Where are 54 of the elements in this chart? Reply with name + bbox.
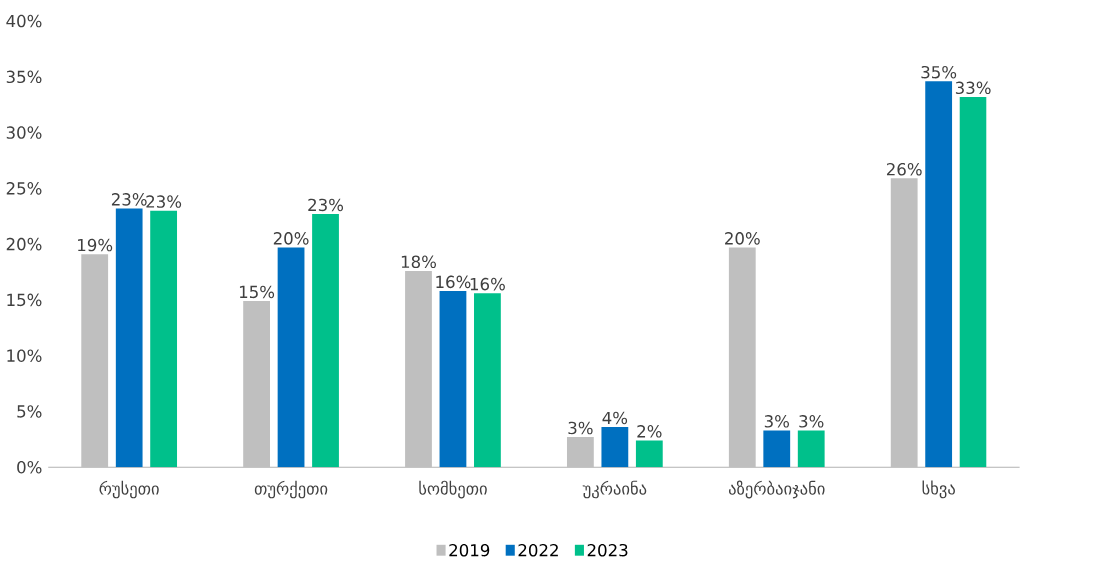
bar — [115, 208, 143, 468]
bar — [474, 293, 501, 468]
bar — [243, 301, 270, 468]
bar — [566, 437, 594, 468]
data-label: 15% — [239, 285, 275, 299]
y-tick-label: 5% — [17, 405, 42, 418]
y-tick-label: 15% — [7, 293, 42, 307]
bar — [959, 97, 987, 468]
data-label: 35% — [921, 66, 957, 79]
y-tick-label: 40% — [6, 14, 42, 28]
y-tick-label: 0% — [17, 461, 42, 474]
bar — [797, 430, 825, 468]
data-label: 23% — [111, 193, 147, 206]
data-label: 23% — [146, 195, 182, 208]
x-tick-label: უკრაინა — [582, 480, 647, 499]
x-tick-label: აზერბაიჯანი — [728, 480, 825, 499]
data-label: 23% — [308, 198, 344, 212]
data-label: 3% — [764, 415, 789, 428]
bar — [312, 214, 339, 468]
y-tick-label: 10% — [7, 349, 42, 363]
data-label: 19% — [78, 238, 113, 252]
y-tick-label: 30% — [6, 126, 42, 139]
data-label: 16% — [470, 277, 505, 291]
data-label: 20% — [273, 232, 309, 245]
y-tick-label: 35% — [6, 70, 42, 84]
data-label: 16% — [436, 275, 471, 289]
legend-label: 2023 — [587, 544, 628, 557]
bar — [150, 210, 178, 468]
data-label: 2% — [637, 425, 662, 438]
bar — [763, 430, 791, 468]
x-tick-label: სხვა — [922, 480, 955, 499]
bar — [728, 247, 756, 468]
data-label: 33% — [955, 81, 991, 95]
x-tick-label: თურქეთი — [254, 480, 328, 499]
data-label: 4% — [602, 411, 628, 425]
bar — [277, 247, 305, 468]
bar — [81, 254, 109, 468]
bar — [635, 440, 663, 468]
data-label: 3% — [568, 421, 593, 435]
bar — [601, 427, 629, 468]
legend-label: 2022 — [518, 544, 558, 557]
bar — [925, 81, 953, 468]
data-label: 26% — [886, 163, 922, 176]
y-tick-label: 20% — [6, 237, 42, 251]
x-tick-label: სომხეთი — [419, 480, 487, 499]
data-label: 20% — [725, 232, 760, 245]
x-tick-label: რუსეთი — [99, 480, 159, 499]
y-tick-label: 25% — [6, 182, 42, 195]
bar — [890, 178, 918, 468]
bar — [405, 271, 432, 468]
bar — [439, 291, 467, 468]
legend-label: 2019 — [449, 544, 490, 557]
data-label: 3% — [799, 415, 824, 428]
data-label: 18% — [401, 255, 437, 269]
